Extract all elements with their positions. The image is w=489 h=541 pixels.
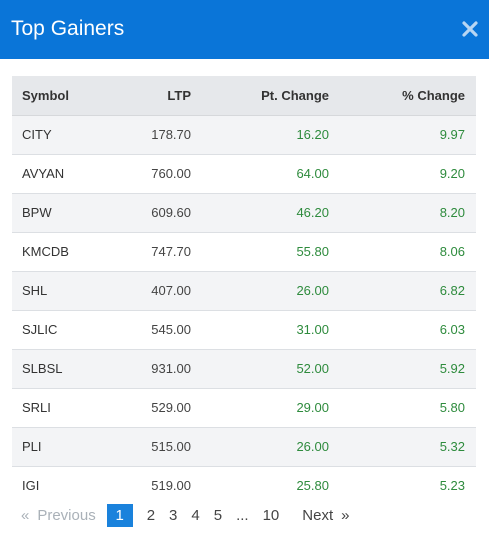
cell-ltp: 931.00 bbox=[110, 348, 202, 388]
next-label: Next bbox=[302, 507, 334, 524]
cell-ltp: 609.60 bbox=[110, 192, 202, 232]
cell-pct-change: 5.32 bbox=[340, 426, 476, 466]
table-header-row: Symbol LTP Pt. Change % Change bbox=[12, 76, 476, 116]
cell-ltp: 519.00 bbox=[110, 465, 202, 505]
cell-pt-change: 52.00 bbox=[202, 348, 340, 388]
cell-ltp: 515.00 bbox=[110, 426, 202, 466]
page-link-10[interactable]: 10 bbox=[262, 507, 280, 524]
close-icon[interactable] bbox=[461, 19, 479, 39]
cell-pct-change: 8.20 bbox=[340, 192, 476, 232]
page-ellipsis: ... bbox=[236, 507, 249, 524]
pagination: « Previous 1 2 3 4 5 ... 10 Next » bbox=[12, 504, 349, 527]
cell-ltp: 545.00 bbox=[110, 309, 202, 349]
table-row[interactable]: BPW 609.60 46.20 8.20 bbox=[12, 192, 476, 232]
table-row[interactable]: SRLI 529.00 29.00 5.80 bbox=[12, 387, 476, 427]
gainers-table: Symbol LTP Pt. Change % Change CITY 178.7… bbox=[12, 76, 476, 505]
table-row[interactable]: SHL 407.00 26.00 6.82 bbox=[12, 270, 476, 310]
table-row[interactable]: PLI 515.00 26.00 5.32 bbox=[12, 426, 476, 466]
modal-title: Top Gainers bbox=[11, 17, 125, 40]
cell-symbol[interactable]: CITY bbox=[12, 114, 110, 154]
cell-ltp: 178.70 bbox=[110, 114, 202, 154]
table-row[interactable]: KMCDB 747.70 55.80 8.06 bbox=[12, 231, 476, 271]
cell-pt-change: 29.00 bbox=[202, 387, 340, 427]
cell-pt-change: 55.80 bbox=[202, 231, 340, 271]
cell-ltp: 407.00 bbox=[110, 270, 202, 310]
cell-pt-change: 16.20 bbox=[202, 114, 340, 154]
cell-pt-change: 26.00 bbox=[202, 426, 340, 466]
cell-symbol[interactable]: IGI bbox=[12, 465, 110, 505]
cell-symbol[interactable]: BPW bbox=[12, 192, 110, 232]
page-link-1[interactable]: 1 bbox=[106, 504, 133, 527]
cell-symbol[interactable]: KMCDB bbox=[12, 231, 110, 271]
column-header-symbol[interactable]: Symbol bbox=[12, 76, 110, 116]
previous-arrow-icon: « bbox=[21, 507, 30, 524]
table-row[interactable]: SJLIC 545.00 31.00 6.03 bbox=[12, 309, 476, 349]
previous-label: Previous bbox=[37, 507, 96, 524]
cell-ltp: 529.00 bbox=[110, 387, 202, 427]
cell-ltp: 760.00 bbox=[110, 153, 202, 193]
cell-pt-change: 64.00 bbox=[202, 153, 340, 193]
cell-pct-change: 6.03 bbox=[340, 309, 476, 349]
table-row[interactable]: IGI 519.00 25.80 5.23 bbox=[12, 465, 476, 505]
table-row[interactable]: SLBSL 931.00 52.00 5.92 bbox=[12, 348, 476, 388]
page-link-3[interactable]: 3 bbox=[169, 507, 178, 524]
cell-pct-change: 5.23 bbox=[340, 465, 476, 505]
cell-pt-change: 46.20 bbox=[202, 192, 340, 232]
cell-pct-change: 9.97 bbox=[340, 114, 476, 154]
cell-pt-change: 25.80 bbox=[202, 465, 340, 505]
column-header-pt-change[interactable]: Pt. Change bbox=[202, 76, 340, 116]
table-row[interactable]: CITY 178.70 16.20 9.97 bbox=[12, 114, 476, 154]
cell-symbol[interactable]: SHL bbox=[12, 270, 110, 310]
next-arrow-icon: » bbox=[341, 507, 350, 524]
page-link-2[interactable]: 2 bbox=[146, 507, 156, 524]
cell-symbol[interactable]: SLBSL bbox=[12, 348, 110, 388]
cell-pt-change: 26.00 bbox=[202, 270, 340, 310]
cell-symbol[interactable]: SRLI bbox=[12, 387, 110, 427]
page-link-5[interactable]: 5 bbox=[213, 507, 223, 524]
cell-ltp: 747.70 bbox=[110, 231, 202, 271]
previous-page-link[interactable]: « Previous bbox=[21, 504, 96, 527]
page-link-4[interactable]: 4 bbox=[191, 507, 200, 524]
table-row[interactable]: AVYAN 760.00 64.00 9.20 bbox=[12, 153, 476, 193]
cell-pct-change: 8.06 bbox=[340, 231, 476, 271]
cell-symbol[interactable]: PLI bbox=[12, 426, 110, 466]
column-header-ltp[interactable]: LTP bbox=[110, 76, 202, 116]
cell-pt-change: 31.00 bbox=[202, 309, 340, 349]
column-header-pct-change[interactable]: % Change bbox=[340, 76, 476, 116]
next-page-link[interactable]: Next » bbox=[302, 504, 349, 527]
cell-symbol[interactable]: AVYAN bbox=[12, 153, 110, 193]
cell-pct-change: 5.92 bbox=[340, 348, 476, 388]
cell-pct-change: 5.80 bbox=[340, 387, 476, 427]
cell-pct-change: 9.20 bbox=[340, 153, 476, 193]
cell-pct-change: 6.82 bbox=[340, 270, 476, 310]
cell-symbol[interactable]: SJLIC bbox=[12, 309, 110, 349]
modal-header: Top Gainers bbox=[0, 0, 489, 59]
